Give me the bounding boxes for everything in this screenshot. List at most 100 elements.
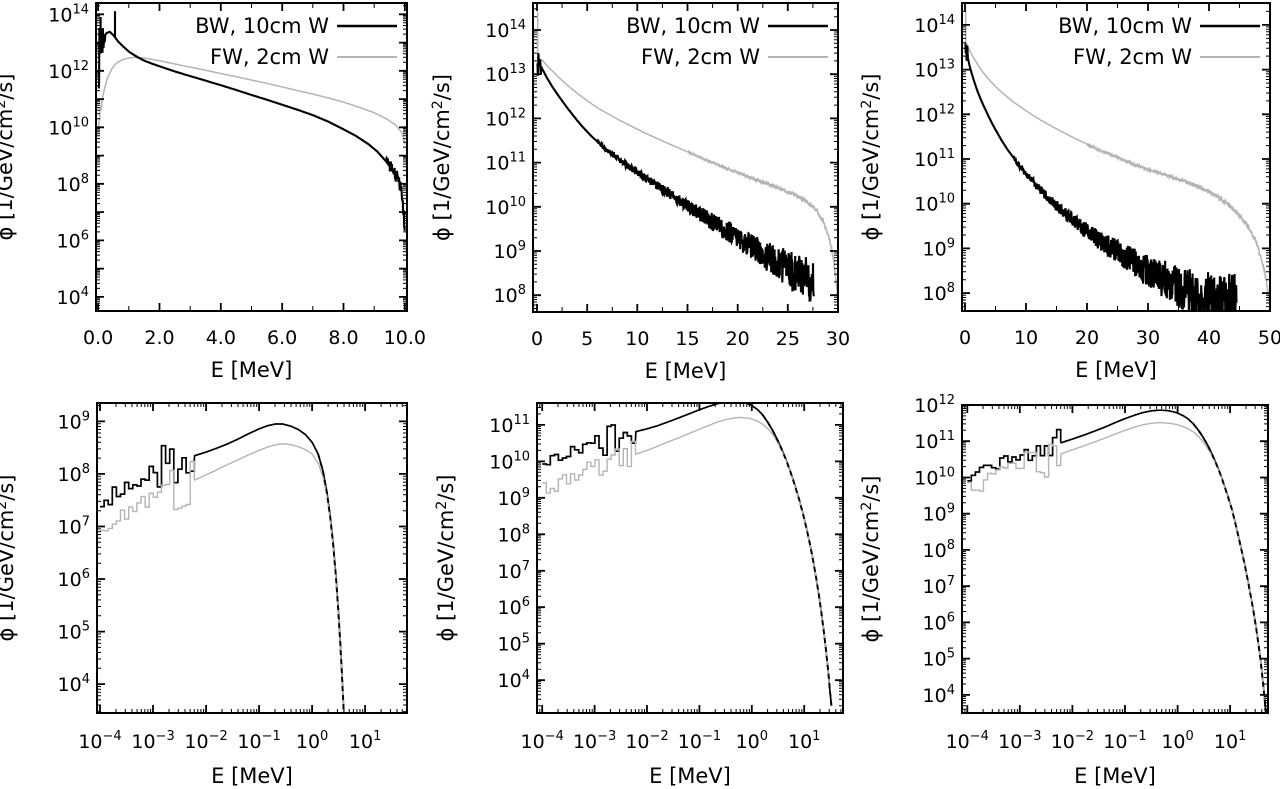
y-tick-label: 105 [58,620,90,644]
x-tick-label: 25 [776,328,800,350]
y-tick-label: 105 [923,647,955,671]
x-tick-label: 10−2 [1051,729,1094,753]
curve-bw [536,53,815,302]
curves [536,12,838,305]
x-tick-label: 10−4 [78,729,121,753]
y-tick-label: 1011 [489,413,530,437]
x-tick-label: 0 [959,327,971,349]
x-tick-label: 10−1 [1103,729,1146,753]
x-tick-label: 5 [581,328,593,350]
plot-bottom-middle: 104 105 106 107 108 109 1010 1011 10−4 10−3 10−2 10… [434,402,844,788]
y-tick-label: 1014 [485,18,526,42]
x-tick-label: 10−1 [237,729,280,753]
legend: BW, 10cm W FW, 2cm W [1058,14,1260,69]
y-tick-label: 1010 [485,195,526,219]
y-tick-label: 106 [498,595,530,619]
legend-label: FW, 2cm W [1073,45,1192,69]
x-axis-label: E [MeV] [211,358,293,382]
curve-bw [967,409,1267,713]
y-tick-label: 105 [498,632,530,656]
y-axis-label: ϕ [1/GeV/cm2/s] [434,475,458,642]
x-tick-label: 10.0 [384,327,426,349]
y-tick-label: 109 [58,409,90,433]
x-tick-label: 10−4 [946,729,989,753]
y-tick-label: 104 [58,672,90,696]
x-tick-label: 0 [531,328,543,350]
curve-fw [100,443,345,713]
x-tick-label: 10−2 [625,729,668,753]
x-tick-label: 100 [1161,729,1193,753]
curve-fw [536,12,838,305]
legend-label: BW, 10cm W [195,14,329,38]
x-tick-label: 10−3 [573,729,616,753]
y-tick-label: 1014 [48,2,89,26]
axis-labels: 108 109 1010 1011 1012 1013 1014 0 10 20 30 40 50 E [… [859,13,1280,382]
x-tick-label: 30 [826,328,850,350]
x-tick-label: 100 [296,729,328,753]
curve-dashed-overlay [317,453,345,713]
y-tick-label: 108 [923,538,955,562]
x-tick-label: 30 [1136,327,1160,349]
legend-label: FW, 2cm W [210,45,329,69]
x-tick-label: 50 [1258,327,1280,349]
y-tick-label: 104 [498,668,530,692]
curves [542,403,833,706]
ticks [961,404,1268,713]
plot-frame [961,2,1271,312]
y-tick-label: 109 [923,236,955,260]
curves [100,423,345,713]
curve-bw [964,43,1238,311]
y-tick-label: 1010 [48,115,89,139]
x-tick-label: 10 [1014,327,1038,349]
y-tick-label: 1011 [485,151,526,175]
x-tick-label: 0.0 [83,327,113,349]
y-tick-label: 1011 [914,147,955,171]
y-tick-label: 108 [57,172,89,196]
curve-bw [100,423,345,713]
x-axis-label: E [MeV] [1074,764,1156,788]
plot-frame [96,402,408,714]
curve-fw [542,416,831,686]
x-axis-label: E [MeV] [1075,358,1157,382]
x-tick-label: 101 [788,729,820,753]
x-axis-label: E [MeV] [649,764,731,788]
x-tick-label: 10 [625,328,649,350]
legend-label: BW, 10cm W [626,14,760,38]
y-tick-label: 106 [58,567,90,591]
y-tick-label: 1014 [914,13,955,37]
x-tick-label: 10−4 [521,729,564,753]
y-tick-label: 1012 [485,106,526,130]
plot-bottom-right: 104 105 106 107 108 109 1010 1011 1012 10−4 10−3 10… [859,393,1269,788]
curves [97,11,406,232]
y-tick-label: 1012 [48,59,89,83]
curves [967,409,1267,713]
x-tick-label: 15 [675,328,699,350]
axis-labels: 104 105 106 107 108 109 1010 1011 1012 10−4 10−3 10… [859,393,1246,788]
legend: BW, 10cm W FW, 2cm W [195,14,397,69]
curve-dashed-overlay [761,414,833,706]
y-axis-label: ϕ [1/GeV/cm2/s] [0,475,18,642]
x-tick-label: 10−3 [131,729,174,753]
x-tick-label: 20 [1075,327,1099,349]
y-tick-label: 107 [58,514,90,538]
y-tick-label: 106 [57,228,89,252]
y-tick-label: 109 [923,502,955,526]
plot-top-middle: 108 109 1010 1011 1012 1013 1014 0 5 10 15 20 25 30 E … [430,2,850,383]
plot-top-left: 104 106 108 1010 1012 1014 0.0 2.0 4.0 6.0 8.0 10.0… [0,2,426,382]
x-tick-label: 10−1 [678,729,721,753]
y-tick-label: 104 [57,285,89,309]
y-tick-label: 1010 [914,465,955,489]
y-tick-label: 108 [498,522,530,546]
ticks [533,2,839,312]
y-tick-label: 1012 [914,393,955,417]
x-tick-label: 6.0 [267,327,297,349]
y-tick-label: 108 [494,283,526,307]
legend-label: FW, 2cm W [641,45,760,69]
curve-fw [964,11,1270,306]
y-tick-label: 107 [498,559,530,583]
x-tick-label: 8.0 [328,327,358,349]
curve-bw [97,11,406,232]
curve-fw [98,56,406,145]
y-axis-label: ϕ [1/GeV/cm2/s] [430,74,454,241]
